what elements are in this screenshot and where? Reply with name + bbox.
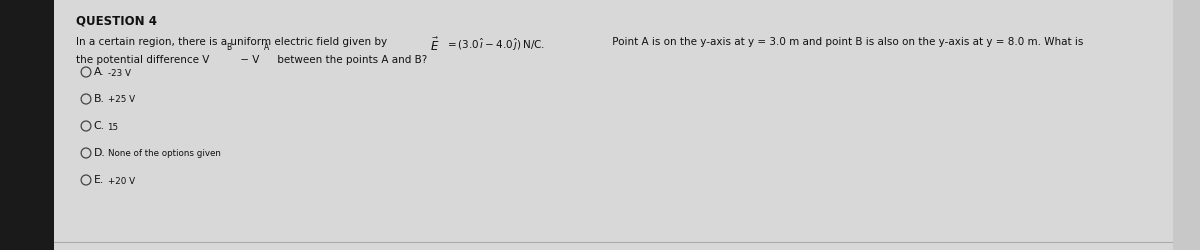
Text: $\vec{E}$: $\vec{E}$ — [430, 37, 439, 54]
Text: Point A is on the y-axis at y = 3.0 m and point B is also on the y-axis at y = 8: Point A is on the y-axis at y = 3.0 m an… — [608, 37, 1084, 47]
Text: − V: − V — [236, 55, 259, 65]
Text: +20 V: +20 V — [108, 176, 134, 186]
Text: -23 V: -23 V — [108, 68, 131, 78]
Text: A.: A. — [94, 67, 104, 77]
Text: +25 V: +25 V — [108, 96, 134, 104]
Text: QUESTION 4: QUESTION 4 — [77, 15, 157, 28]
Text: A: A — [264, 43, 269, 52]
Bar — [0, 0, 54, 250]
Text: E.: E. — [94, 175, 104, 185]
Text: C.: C. — [94, 121, 104, 131]
Text: B: B — [227, 43, 232, 52]
Text: In a certain region, there is a uniform electric field given by: In a certain region, there is a uniform … — [77, 37, 391, 47]
Text: D.: D. — [94, 148, 106, 158]
Text: 15: 15 — [108, 122, 119, 132]
Text: the potential difference V: the potential difference V — [77, 55, 210, 65]
Text: None of the options given: None of the options given — [108, 150, 221, 158]
Text: between the points A and B?: between the points A and B? — [274, 55, 427, 65]
Text: $= (3.0\,\hat{\imath} - 4.0\,\hat{\jmath})\,\mathrm{N/C}.$: $= (3.0\,\hat{\imath} - 4.0\,\hat{\jmath… — [445, 37, 545, 53]
Text: B.: B. — [94, 94, 104, 104]
